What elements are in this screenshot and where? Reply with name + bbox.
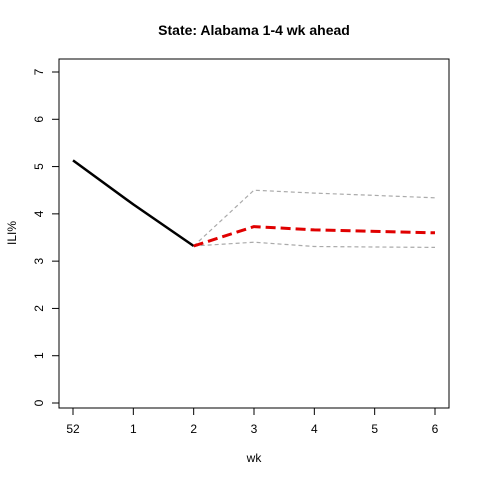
x-axis-label: wk [246, 451, 263, 465]
x-tick-label: 5 [371, 422, 378, 436]
x-tick-label: 4 [311, 422, 318, 436]
series-line-forecast [193, 225, 436, 248]
chart-title: State: Alabama 1-4 wk ahead [158, 22, 350, 38]
x-tick-label: 1 [130, 422, 137, 436]
x-axis: 52 1 2 3 4 5 6 [66, 408, 439, 436]
series-line-lower-bound [193, 241, 436, 248]
plot-frame [58, 58, 450, 409]
y-tick-label: 6 [32, 116, 46, 123]
y-axis: 0 1 2 3 4 5 6 7 [32, 68, 59, 406]
x-tick-label: 2 [190, 422, 197, 436]
y-tick-label: 4 [32, 210, 46, 217]
y-axis-label: ILI% [5, 221, 19, 245]
y-tick-label: 2 [32, 305, 46, 312]
y-tick-label: 3 [32, 257, 46, 264]
y-tick-label: 7 [32, 68, 46, 75]
y-tick-label: 0 [32, 399, 46, 406]
x-tick-label: 3 [251, 422, 258, 436]
series-line-upper-bound [193, 189, 436, 247]
y-tick-label: 5 [32, 163, 46, 170]
series-layer [72, 159, 436, 248]
y-tick-label: 1 [32, 352, 46, 359]
x-tick-label: 6 [432, 422, 439, 436]
series-line-observed [72, 159, 195, 248]
x-tick-label: 52 [66, 422, 80, 436]
